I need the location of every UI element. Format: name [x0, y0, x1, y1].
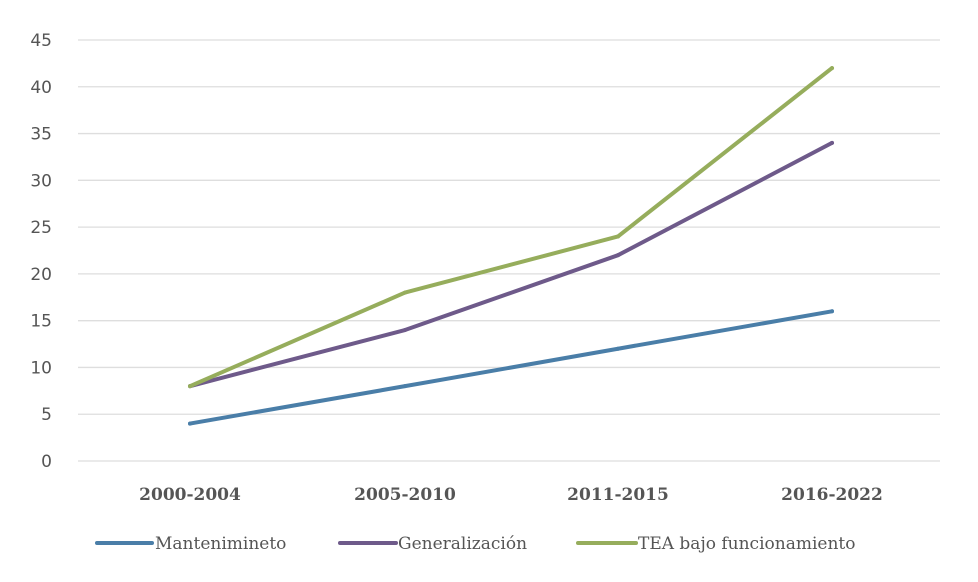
legend-label: TEA bajo funcionamiento [638, 534, 855, 554]
y-tick-label: 40 [30, 78, 52, 98]
x-category-label: 2000-2004 [139, 485, 241, 505]
y-tick-label: 15 [30, 312, 52, 332]
data-point [830, 309, 834, 314]
legend-label: Manteniminetο [155, 534, 286, 554]
y-axis-tick-labels: 0 5 10 15 20 25 30 35 40 45 [30, 31, 52, 472]
y-tick-label: 10 [30, 358, 52, 378]
data-point [403, 384, 407, 389]
y-tick-label: 45 [30, 31, 52, 51]
legend-label: Generalización [398, 534, 527, 554]
x-axis-category-labels: 2000-2004 2005-2010 2011-2015 2016-2022 [139, 485, 883, 505]
data-point [188, 384, 192, 389]
data-point [830, 140, 834, 145]
data-point [403, 328, 407, 333]
x-category-label: 2005-2010 [354, 485, 456, 505]
data-point [403, 290, 407, 295]
legend: Manteniminetο Generalización TEA bajo func… [95, 534, 855, 554]
y-tick-label: 25 [30, 218, 52, 238]
data-point [616, 346, 620, 351]
x-category-label: 2011-2015 [567, 485, 669, 505]
series-lines [188, 66, 834, 426]
data-point [616, 234, 620, 239]
y-tick-label: 20 [30, 265, 52, 285]
data-point [830, 66, 834, 71]
x-category-label: 2016-2022 [781, 485, 883, 505]
y-tick-label: 0 [41, 452, 52, 472]
data-point [188, 421, 192, 426]
y-tick-label: 5 [41, 405, 52, 425]
series-line-2 [188, 66, 834, 389]
y-tick-label: 30 [30, 171, 52, 191]
series-line-0 [188, 309, 834, 426]
gridlines [78, 39, 940, 462]
y-tick-label: 35 [30, 125, 52, 145]
series-line-1 [188, 140, 834, 389]
data-point [616, 253, 620, 258]
